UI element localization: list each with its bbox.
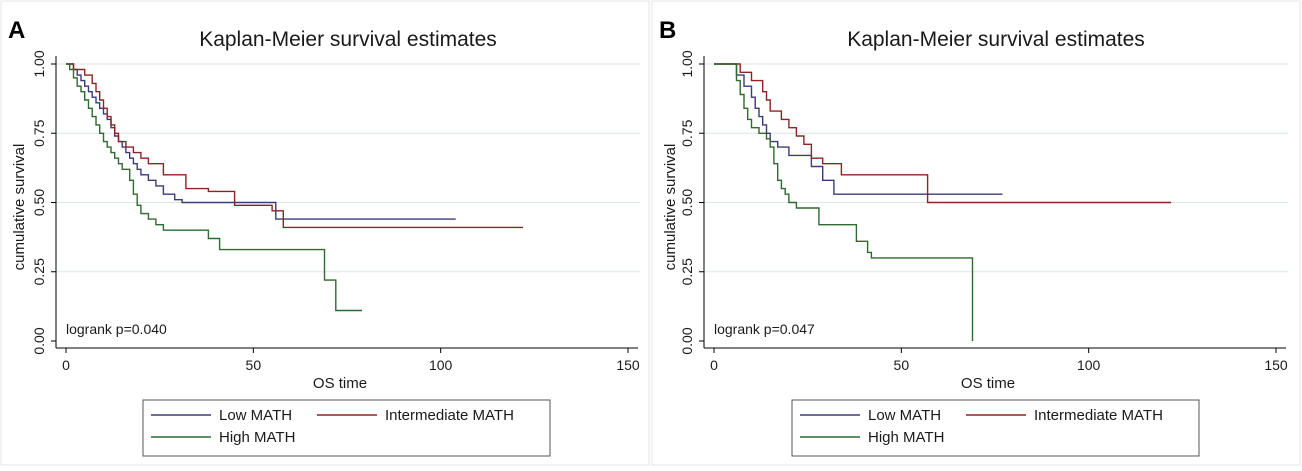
y-tick-label: 0.75 [679, 119, 695, 146]
y-axis-label: cumulative survival [11, 144, 28, 271]
panel-frame [0, 0, 650, 466]
x-tick-label: 50 [894, 357, 910, 373]
logrank-annotation: logrank p=0.047 [714, 321, 815, 337]
x-axis-label: OS time [961, 375, 1015, 392]
y-tick-label: 0.75 [31, 119, 47, 146]
y-tick-label: 0.00 [679, 327, 695, 354]
logrank-annotation: logrank p=0.040 [66, 321, 167, 337]
x-tick-label: 50 [246, 357, 262, 373]
x-tick-label: 150 [1264, 357, 1288, 373]
y-tick-label: 1.00 [31, 50, 47, 77]
x-tick-label: 100 [429, 357, 453, 373]
y-tick-label: 0.25 [31, 258, 47, 285]
legend: Low MATH Intermediate MATH High MATH [791, 399, 1200, 457]
y-tick-label: 0.00 [31, 327, 47, 354]
legend-box [142, 399, 551, 457]
y-axis-label: cumulative survival [662, 144, 679, 271]
x-axis-label: OS time [313, 375, 367, 392]
y-tick-label: 0.25 [679, 258, 695, 285]
y-tick-label: 0.50 [679, 189, 695, 216]
panel-label: B [659, 17, 676, 44]
y-tick-label: 1.00 [679, 50, 695, 77]
series-line-high-math [714, 63, 974, 341]
panel-frame [651, 0, 1301, 466]
x-tick-label: 150 [616, 357, 640, 373]
legend-box [791, 399, 1200, 457]
legend-label: Intermediate MATH [385, 407, 514, 424]
x-tick-label: 100 [1077, 357, 1101, 373]
legend-label: High MATH [219, 429, 295, 446]
chart-title: Kaplan-Meier survival estimates [199, 28, 497, 51]
legend-label: Intermediate MATH [1034, 407, 1163, 424]
legend: Low MATH Intermediate MATH High MATH [142, 399, 551, 457]
panel-b: B Kaplan-Meier survival estimates 0.00 0.25… [651, 0, 1301, 466]
series-line-intermediate-math [714, 63, 1172, 204]
legend-label: Low MATH [219, 407, 292, 424]
y-tick-label: 0.50 [31, 189, 47, 216]
chart-title: Kaplan-Meier survival estimates [847, 28, 1145, 51]
series-line-intermediate-math [66, 63, 524, 229]
panel-a: A Kaplan-Meier survival estimates 0.00 0.25… [0, 0, 650, 466]
x-tick-label: 0 [62, 357, 70, 373]
series-line-high-math [66, 63, 362, 312]
x-tick-label: 0 [710, 357, 718, 373]
legend-label: Low MATH [868, 407, 941, 424]
panel-label: A [8, 17, 25, 44]
legend-label: High MATH [868, 429, 944, 446]
